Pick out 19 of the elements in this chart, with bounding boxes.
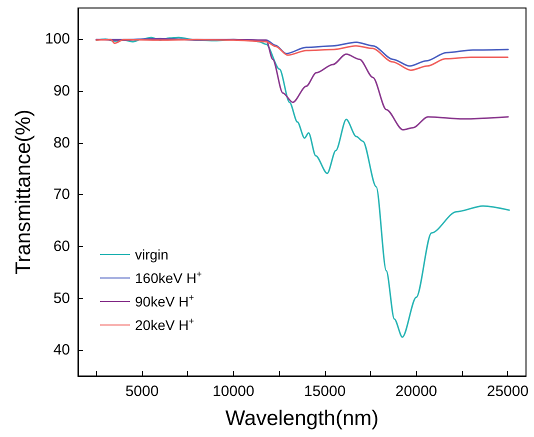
x-tick-label: 25000	[486, 383, 529, 400]
legend-label: virgin	[135, 246, 168, 262]
y-tick-label: 80	[53, 134, 70, 152]
x-tick-label: 15000	[304, 383, 346, 400]
legend-label: 20keV H+	[135, 316, 194, 333]
x-tick-label: 20000	[395, 383, 438, 400]
line-series	[96, 38, 508, 71]
y-axis-title: Transmittance(%)	[12, 110, 35, 274]
y-tick-label: 40	[53, 342, 70, 359]
y-tick-label: 90	[53, 82, 70, 100]
y-tick-label: 60	[53, 238, 70, 255]
y-tick-label: 50	[53, 290, 70, 307]
y-tick-label: 70	[53, 186, 70, 204]
legend-label: 160keV H+	[135, 269, 202, 286]
x-tick-label: 5000	[125, 383, 159, 400]
y-tick-label: 100	[44, 30, 70, 48]
x-axis-title: Wavelength(nm)	[225, 407, 379, 430]
x-tick-label: 10000	[212, 383, 254, 400]
legend-label: 90keV H+	[135, 292, 194, 310]
